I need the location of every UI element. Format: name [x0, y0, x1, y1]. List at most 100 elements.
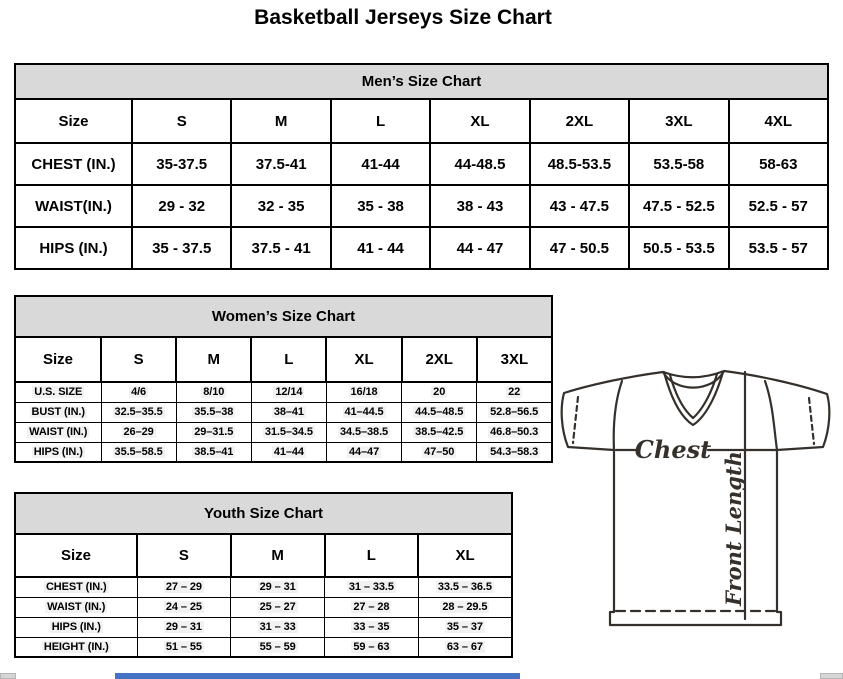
measurement-value: 50.5 - 53.5: [628, 226, 730, 270]
measurement-row: HEIGHT (IN.) 51 – 55 55 – 59 59 – 63 63 – 67: [14, 636, 513, 658]
vneck-inner: [668, 372, 719, 420]
measurement-row: CHEST (IN.) 35-37.5 37.5-41 41-44 44-48.5 48.…: [14, 142, 830, 186]
measurement-label: WAIST (IN.): [14, 421, 102, 443]
size-column-header: S: [99, 336, 178, 383]
measurement-value: 29 - 32: [130, 184, 233, 228]
measurement-value: 47–50: [401, 441, 478, 463]
measurement-value: 22: [476, 381, 553, 403]
size-header-row: Size S M L XL: [14, 533, 513, 578]
size-column-header: XL: [429, 98, 531, 144]
measurement-value: 37.5 - 41: [230, 226, 332, 270]
size-column-header: 2XL: [528, 98, 631, 144]
measurement-value: 59 – 63: [324, 636, 419, 658]
youth-size-chart: Youth Size Chart Size S M L XL CHEST (IN.) 27 …: [14, 492, 513, 658]
size-row-label: Size: [14, 533, 138, 578]
measurement-value: 26–29: [100, 421, 177, 443]
measurement-value: 32 - 35: [230, 184, 332, 228]
front-length-label: Front Length: [721, 451, 746, 607]
measurement-value: 25 – 27: [230, 596, 325, 618]
size-header-row: Size S M L XL 2XL 3XL: [14, 336, 554, 383]
measurement-value: 8/10: [175, 381, 252, 403]
measurement-row: WAIST (IN.) 24 – 25 25 – 27 27 – 28 28 – 29.…: [14, 596, 513, 618]
measurement-value: 52.5 - 57: [727, 184, 830, 228]
size-column-header: S: [136, 533, 232, 578]
armhole-seam-right: [763, 379, 779, 452]
measurement-row: HIPS (IN.) 29 – 31 31 – 33 33 – 35 35 – 37: [14, 616, 513, 638]
vneck-outer: [662, 370, 725, 427]
mens-size-table: Size S M L XL 2XL 3XL 4XL CHEST (IN.) 35-37.5 37.5…: [14, 98, 830, 270]
measurement-value: 35.5–38: [175, 401, 252, 423]
measurement-value: 47 - 50.5: [528, 226, 631, 270]
measurement-value: 51 – 55: [136, 636, 232, 658]
size-column-header: M: [175, 336, 253, 383]
size-column-header: XL: [325, 336, 403, 383]
measurement-value: 37.5-41: [230, 142, 332, 186]
measurement-label: U.S. SIZE: [14, 381, 102, 403]
horizontal-scrollbar-thumb[interactable]: [115, 673, 520, 679]
size-column-header: XL: [417, 533, 513, 578]
measurement-value: 24 – 25: [136, 596, 232, 618]
measurement-value: 27 – 29: [136, 576, 232, 598]
collar-band: [661, 369, 726, 389]
scrollbar-right-button[interactable]: [820, 673, 843, 679]
cuff-dashed-left: [571, 395, 580, 445]
size-header-row: Size S M L XL 2XL 3XL 4XL: [14, 98, 830, 144]
measurement-value: 46.8–50.3: [476, 421, 553, 443]
size-column-header: L: [323, 533, 420, 578]
measurement-value: 44-48.5: [429, 142, 531, 186]
scrollbar-left-button[interactable]: [0, 673, 16, 679]
jersey-outline: [560, 369, 831, 627]
size-column-header: M: [229, 533, 326, 578]
measurement-row: U.S. SIZE 4/6 8/10 12/14 16/18 20 22: [14, 381, 553, 403]
page-title: Basketball Jerseys Size Chart: [254, 6, 552, 29]
measurement-label: HIPS (IN.): [14, 441, 102, 463]
measurement-value: 38–41: [250, 401, 327, 423]
measurement-row: HIPS (IN.) 35 - 37.5 37.5 - 41 41 - 44 44 - …: [14, 226, 830, 270]
measurement-value: 16/18: [325, 381, 403, 403]
measurement-value: 34.5–38.5: [325, 421, 403, 443]
measurement-row: WAIST(IN.) 29 - 32 32 - 35 35 - 38 38 - 43 43…: [14, 184, 830, 228]
measurement-value: 31.5–34.5: [250, 421, 327, 443]
measurement-value: 52.8–56.5: [476, 401, 553, 423]
measurement-value: 33.5 – 36.5: [417, 576, 513, 598]
measurement-value: 38.5–42.5: [401, 421, 478, 443]
measurement-label: HIPS (IN.): [14, 616, 138, 638]
measurement-value: 38 - 43: [429, 184, 531, 228]
measurement-label: BUST (IN.): [14, 401, 102, 423]
measurement-value: 54.3–58.3: [476, 441, 553, 463]
measurement-value: 48.5-53.5: [528, 142, 631, 186]
measurement-value: 44–47: [325, 441, 403, 463]
size-row-label: Size: [14, 98, 133, 144]
measurement-row: BUST (IN.) 32.5–35.5 35.5–38 38–41 41–44.5 44…: [14, 401, 553, 423]
measurement-value: 41 - 44: [329, 226, 432, 270]
size-column-header: S: [130, 98, 233, 144]
measurement-value: 53.5-58: [628, 142, 730, 186]
measurement-label: CHEST (IN.): [14, 142, 133, 186]
measurement-value: 53.5 - 57: [727, 226, 830, 270]
size-column-header: 2XL: [400, 336, 478, 383]
measurement-value: 41–44.5: [325, 401, 403, 423]
measurement-value: 44.5–48.5: [401, 401, 478, 423]
jersey-measurement-diagram: Chest Front Length: [560, 369, 831, 627]
measurement-value: 55 – 59: [230, 636, 325, 658]
measurement-label: HIPS (IN.): [14, 226, 133, 270]
armhole-seam-left: [612, 379, 624, 452]
measurement-value: 41–44: [250, 441, 327, 463]
measurement-value: 31 – 33.5: [324, 576, 419, 598]
measurement-row: WAIST (IN.) 26–29 29–31.5 31.5–34.5 34.5–38.…: [14, 421, 553, 443]
womens-size-table: Size S M L XL 2XL 3XL U.S. SIZE 4/6 8/10 12/14 16/1…: [14, 336, 554, 463]
size-column-header: L: [250, 336, 328, 383]
size-column-header: 3XL: [475, 336, 554, 383]
measurement-value: 20: [401, 381, 478, 403]
measurement-value: 29 – 31: [230, 576, 325, 598]
cuff-dashed-right: [807, 396, 816, 446]
measurement-label: CHEST (IN.): [14, 576, 138, 598]
measurement-value: 58-63: [727, 142, 830, 186]
measurement-value: 63 – 67: [417, 636, 513, 658]
measurement-value: 43 - 47.5: [528, 184, 631, 228]
size-column-header: 4XL: [727, 98, 830, 144]
measurement-value: 4/6: [100, 381, 177, 403]
measurement-value: 35.5–58.5: [100, 441, 177, 463]
measurement-value: 29–31.5: [175, 421, 252, 443]
